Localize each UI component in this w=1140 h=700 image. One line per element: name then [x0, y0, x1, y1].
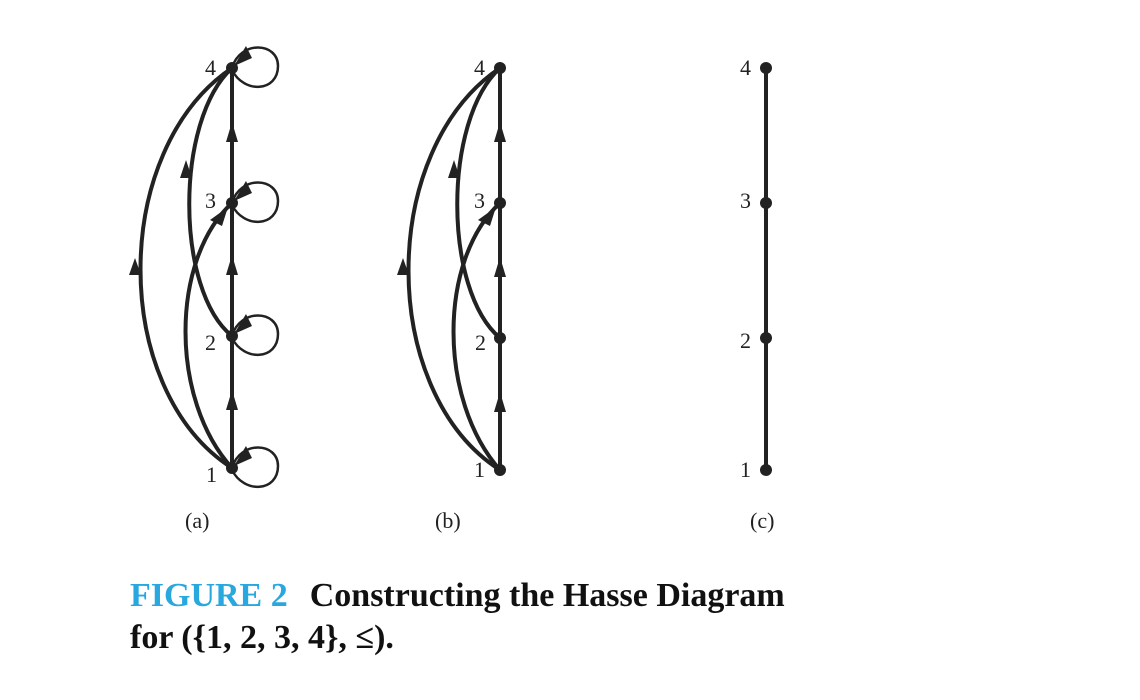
arrow-2-4: [180, 160, 192, 178]
arrow-2-3: [226, 255, 238, 275]
node-label-1: 1: [740, 457, 751, 482]
loop-2: [230, 314, 280, 356]
loop-arrow-2: [234, 314, 252, 334]
node-label-1: 1: [206, 462, 217, 487]
loop-arrow-4: [234, 46, 252, 66]
panel-b: 1 2 3 4 (b): [397, 55, 506, 533]
edge-1-3: [451, 201, 502, 472]
caption-line-1: FIGURE 2 Constructing the Hasse Diagram: [130, 575, 1030, 617]
arrow-1-4: [397, 258, 409, 275]
vertex-1: [226, 462, 238, 474]
caption-title: Constructing the Hasse Diagram: [309, 577, 785, 614]
loop-4: [230, 46, 280, 88]
node-label-1: 1: [474, 457, 485, 482]
arrow-2-4: [448, 160, 460, 178]
arrow-3-4: [226, 122, 238, 142]
node-label-2: 2: [475, 330, 486, 355]
edge-1-4: [406, 66, 502, 472]
vertex-3: [494, 197, 506, 209]
panel-c: 1 2 3 4 (c): [740, 55, 774, 533]
figure-number: FIGURE 2: [130, 577, 288, 614]
arrow-2-3: [494, 257, 506, 277]
vertex-4: [494, 62, 506, 74]
loop-arrow-3: [234, 181, 252, 201]
edge-2-4: [455, 66, 502, 340]
arrow-1-3: [478, 207, 496, 226]
arrow-3-4: [494, 122, 506, 142]
node-label-2: 2: [740, 328, 751, 353]
vertex-1: [760, 464, 772, 476]
vertex-1: [494, 464, 506, 476]
loop-1: [230, 446, 280, 488]
edge-2-4: [187, 66, 234, 338]
node-label-4: 4: [474, 55, 485, 80]
arrow-1-2: [494, 392, 506, 412]
node-label-4: 4: [205, 55, 216, 80]
panel-label-c: (c): [750, 508, 774, 533]
loop-arrow-1: [234, 446, 252, 466]
arrow-1-3: [210, 207, 228, 226]
hasse-diagram-figure: 1 2 3 4 (a) 1 2 3 4 (b): [129, 46, 774, 533]
arrow-1-4: [129, 258, 141, 275]
vertex-3: [760, 197, 772, 209]
loop-3: [230, 181, 280, 223]
node-label-4: 4: [740, 55, 751, 80]
node-label-3: 3: [740, 188, 751, 213]
panel-a: 1 2 3 4 (a): [129, 46, 280, 533]
vertex-2: [494, 332, 506, 344]
arrow-1-2: [226, 390, 238, 410]
node-label-3: 3: [474, 188, 485, 213]
figure-caption: FIGURE 2 Constructing the Hasse Diagram f…: [130, 575, 1030, 659]
panel-label-a: (a): [185, 508, 209, 533]
vertex-3: [226, 197, 238, 209]
edge-1-4: [138, 66, 234, 470]
vertex-4: [760, 62, 772, 74]
vertex-2: [226, 330, 238, 342]
caption-line-2: for ({1, 2, 3, 4}, ≤).: [130, 619, 394, 656]
panel-label-b: (b): [435, 508, 461, 533]
vertex-4: [226, 62, 238, 74]
node-label-3: 3: [205, 188, 216, 213]
node-label-2: 2: [205, 330, 216, 355]
edge-1-3: [183, 201, 234, 470]
vertex-2: [760, 332, 772, 344]
